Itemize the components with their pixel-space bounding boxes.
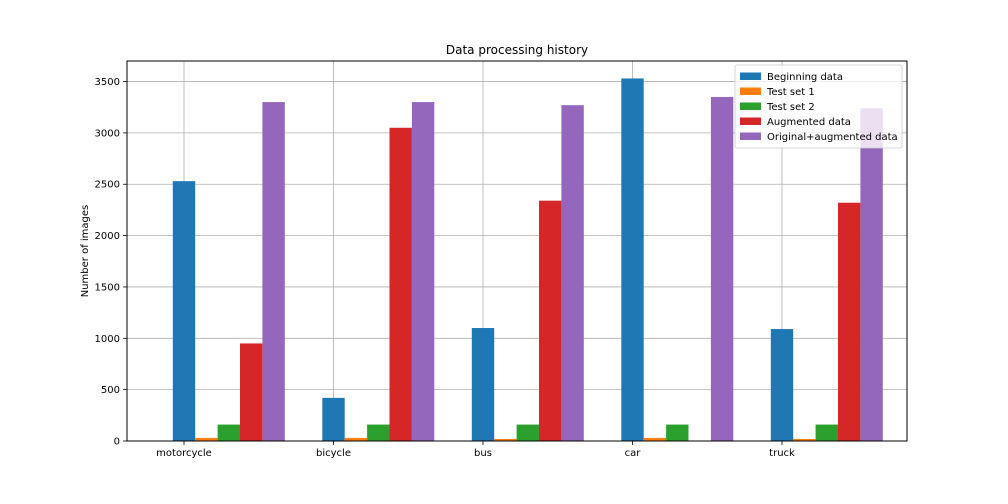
bar [411,102,435,441]
bar [621,78,644,441]
bar [195,437,218,441]
x-tick-label: bus [474,448,492,459]
axis-ticks: 0 500 1000 1500 2000 2500 3000 3500 motorcycle bi… [95,77,795,459]
bar [643,437,667,441]
y-axis-label: Number of images [80,205,91,298]
legend-entry: Beginning data [767,72,843,83]
bar [217,424,240,441]
bars [172,78,883,442]
bar [838,202,861,441]
legend-box [734,64,903,149]
bar [471,328,495,441]
x-tick-label: bicycle [316,448,351,459]
bar [172,181,196,441]
y-tick-label: 1000 [95,334,120,345]
bar [710,96,734,441]
y-tick-label: 3000 [95,128,120,139]
legend-entry: Original+augmented data [767,132,898,143]
legend-swatch [740,72,761,80]
legend-entry: Test set 1 [766,87,815,98]
bar [815,424,838,441]
bar [539,200,562,441]
bar [561,105,584,441]
bar [367,424,390,441]
legend-swatch [740,102,761,110]
x-tick-label: motorcycle [156,448,212,459]
bar [770,329,794,441]
bar [793,438,816,441]
y-tick-label: 0 [114,437,120,448]
legend-swatch [740,87,761,95]
y-tick-label: 3500 [95,77,120,88]
bar [240,343,263,441]
bar [262,102,285,441]
y-tick-label: 2500 [95,180,120,191]
chart-title: Data processing history [446,43,588,57]
legend-entry: Augmented data [767,117,851,128]
y-tick-label: 500 [101,385,120,396]
legend-swatch [740,117,761,125]
bar [494,438,517,441]
bar [344,437,368,441]
bar [666,424,689,441]
legend: Beginning data Test set 1 Test set 2 Augmen… [734,64,903,149]
bar [322,397,345,441]
legend-swatch [740,132,761,140]
y-tick-label: 2000 [95,231,120,242]
x-tick-label: truck [769,448,795,459]
bar [516,424,539,441]
x-tick-label: car [625,448,642,459]
bar [389,127,412,441]
bar [860,108,883,442]
plot-frame [126,60,908,442]
y-tick-label: 1500 [95,282,120,293]
legend-entry: Test set 2 [766,102,815,113]
